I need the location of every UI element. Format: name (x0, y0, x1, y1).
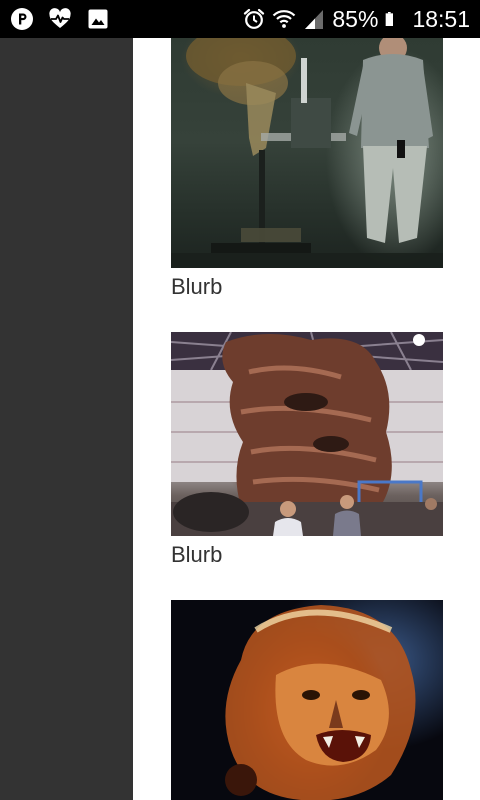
battery-icon (386, 12, 394, 26)
battery-percent: 85% (332, 6, 379, 32)
photo-drawing (171, 38, 443, 268)
clock-time: 18:51 (412, 6, 470, 32)
p-app-icon (11, 8, 33, 30)
health-heart-icon (49, 8, 71, 28)
photo-drawing (171, 332, 443, 536)
gallery-photo-lion-puppet-workshop[interactable] (171, 38, 443, 268)
image-icon (88, 9, 108, 29)
gallery-caption-2: Blurb (171, 542, 223, 567)
status-bar: 85% 18:51 (0, 0, 480, 38)
gallery-photo-rock-sculpture[interactable] (171, 332, 443, 536)
gallery-photo-lion-head[interactable] (171, 600, 443, 800)
navigation-drawer-scrim[interactable] (0, 38, 133, 800)
gallery-content[interactable]: Blurb Blur (133, 38, 480, 800)
gallery-caption-1: Blurb (171, 274, 223, 299)
signal-icon (305, 10, 324, 29)
notification-icons (10, 7, 110, 31)
photo-drawing (225, 605, 416, 800)
wifi-icon (273, 10, 296, 28)
alarm-icon (244, 8, 265, 29)
system-status: 85% 18:51 (242, 0, 470, 38)
